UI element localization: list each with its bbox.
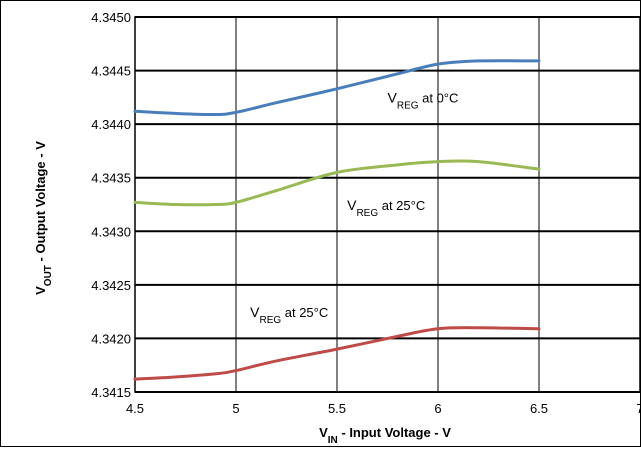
series-layer xyxy=(133,59,541,381)
annotation-rest: at 0°C xyxy=(419,91,459,106)
x-tick-label: 6.5 xyxy=(530,401,548,416)
annotation-main: V xyxy=(388,90,398,106)
series-line-2 xyxy=(133,159,541,207)
x-tick-label: 5.5 xyxy=(328,401,346,416)
y-tick-label: 4.3450 xyxy=(91,10,131,25)
x-axis-title-sub: IN xyxy=(328,435,338,446)
y-tick-label: 4.3430 xyxy=(91,224,131,239)
tick-layer: 4.3415 4.3420 4.3425 4.3430 4.3435 4.3440 4.34… xyxy=(91,10,641,416)
x-tick-label: 5 xyxy=(232,401,239,416)
series-line-3 xyxy=(133,326,541,381)
series-annotation: VREG at 0°C xyxy=(388,90,459,112)
series-annotation: VREG at 25°C xyxy=(250,304,328,326)
x-axis-title-main: V xyxy=(319,425,328,440)
grid-layer xyxy=(134,16,641,393)
plot-area-border xyxy=(134,16,641,393)
annotation-main: V xyxy=(347,197,357,213)
x-tick-label: 6 xyxy=(434,401,441,416)
series-annotation: VREG at 25°C xyxy=(347,197,425,219)
y-tick-label: 4.3435 xyxy=(91,171,131,186)
y-tick-label: 4.3420 xyxy=(91,331,131,346)
series-line-1 xyxy=(133,59,541,117)
y-axis-title-rest: - Output Voltage - V xyxy=(33,141,48,265)
annotation-sub: REG xyxy=(259,315,281,326)
x-tick-label: 7 xyxy=(636,401,641,416)
y-axis-title-sub: OUT xyxy=(43,265,54,286)
y-axis-title-main: V xyxy=(33,286,48,295)
y-tick-label: 4.3425 xyxy=(91,278,131,293)
annotation-main: V xyxy=(250,304,260,320)
annotation-rest: at 25°C xyxy=(378,198,425,213)
annotation-sub: REG xyxy=(397,100,419,111)
y-axis-title: VOUT - Output Voltage - V xyxy=(33,141,54,295)
x-axis-title-rest: - Input Voltage - V xyxy=(338,425,451,440)
y-tick-label: 4.3415 xyxy=(91,385,131,400)
y-tick-label: 4.3440 xyxy=(91,117,131,132)
x-axis-title: VIN - Input Voltage - V xyxy=(319,425,451,446)
annotation-rest: at 25°C xyxy=(281,305,328,320)
y-tick-label: 4.3445 xyxy=(91,64,131,79)
x-tick-label: 4.5 xyxy=(126,401,144,416)
annotation-sub: REG xyxy=(356,207,378,218)
